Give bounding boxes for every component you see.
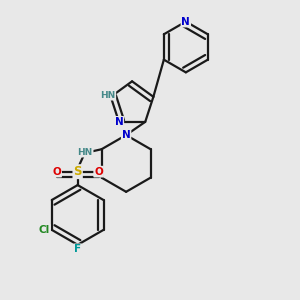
Text: HN: HN (77, 148, 93, 157)
Text: O: O (52, 167, 61, 177)
Text: N: N (182, 16, 190, 27)
Text: Cl: Cl (39, 225, 50, 235)
Text: O: O (94, 167, 103, 177)
Text: S: S (74, 165, 82, 178)
Text: F: F (74, 244, 81, 254)
Text: HN: HN (100, 91, 116, 100)
Text: N: N (122, 130, 130, 140)
Text: N: N (115, 117, 123, 127)
